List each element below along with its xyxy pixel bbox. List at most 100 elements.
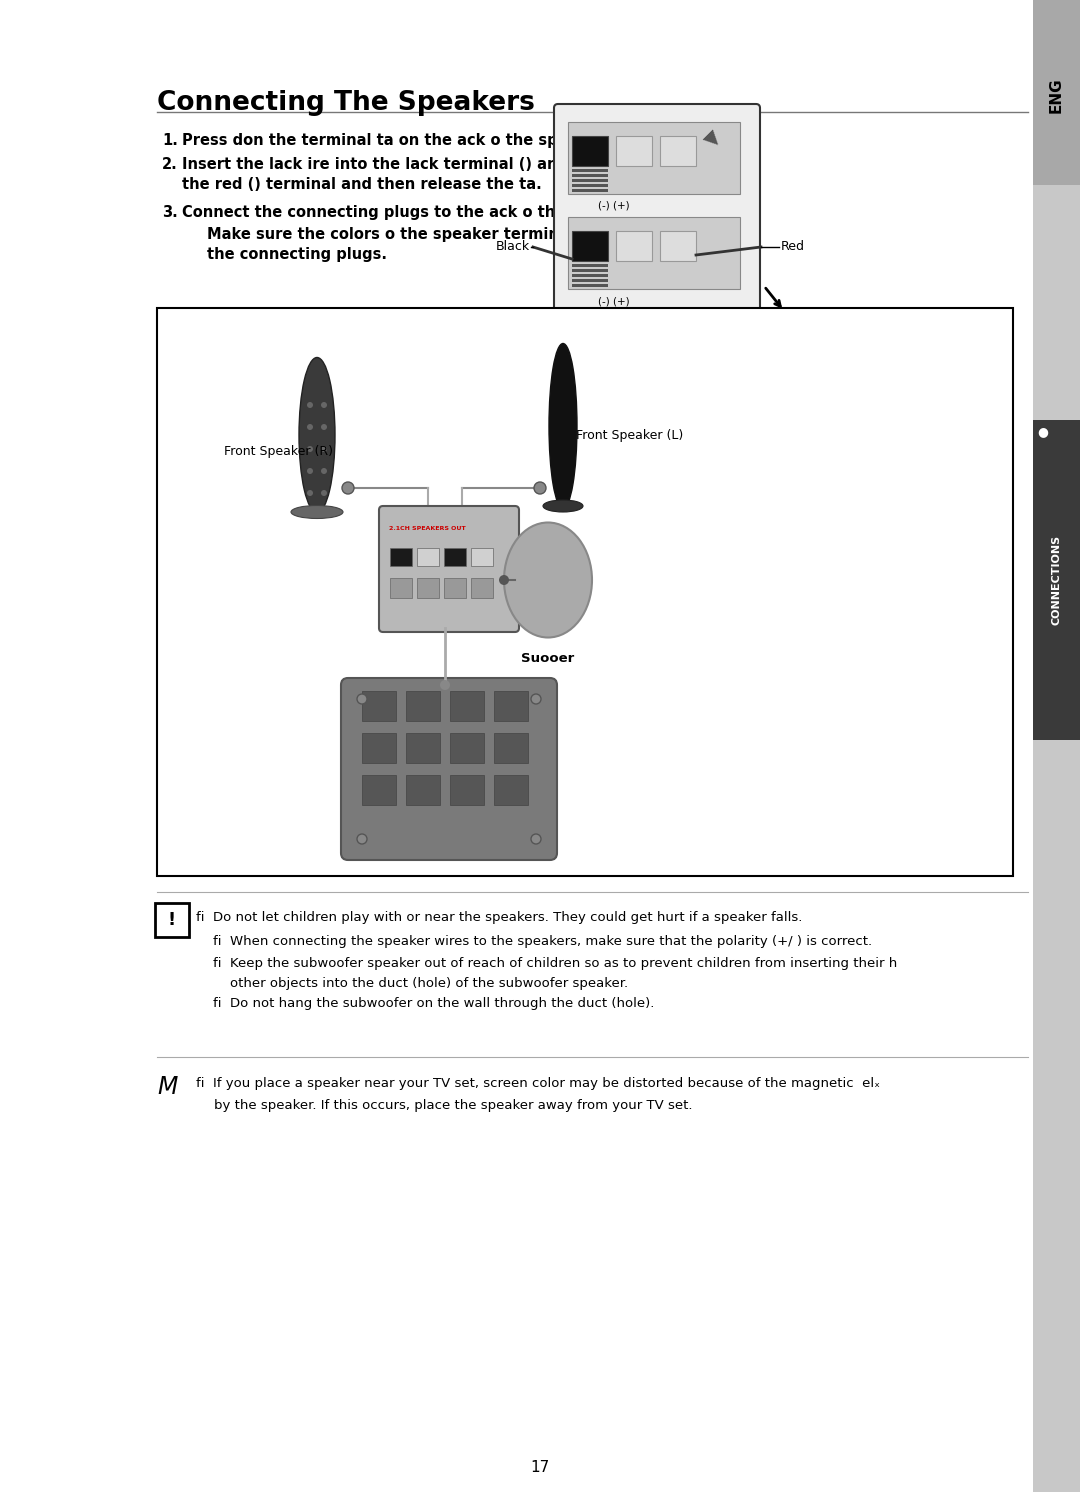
FancyBboxPatch shape <box>157 307 1013 876</box>
Bar <box>572 269 608 272</box>
Bar <box>1032 0 1080 1492</box>
Text: Suoоer: Suoоer <box>522 652 575 665</box>
Bar <box>616 231 652 261</box>
Text: Insert the lack ire into the lack terminal () and the red ire into: Insert the lack ire into the lack termin… <box>183 157 699 172</box>
Bar <box>417 548 438 565</box>
Text: fi  Keep the subwoofer speaker out of reach of children so as to prevent childre: fi Keep the subwoofer speaker out of rea… <box>213 958 897 970</box>
Text: ●: ● <box>1038 425 1049 439</box>
Bar <box>1032 0 1080 185</box>
Circle shape <box>307 489 313 495</box>
Bar <box>572 189 608 192</box>
Bar <box>568 122 740 194</box>
Bar <box>450 774 484 806</box>
Circle shape <box>499 574 509 585</box>
Text: ENG: ENG <box>1049 78 1064 113</box>
Circle shape <box>321 446 327 452</box>
Text: Black: Black <box>496 240 530 254</box>
Circle shape <box>440 680 450 689</box>
Bar <box>471 577 492 598</box>
Circle shape <box>321 401 327 407</box>
Bar <box>660 231 696 261</box>
Text: 2.1CH SPEAKERS OUT: 2.1CH SPEAKERS OUT <box>389 527 465 531</box>
Bar <box>568 216 740 289</box>
Text: fi  Do not hang the subwoofer on the wall through the duct (hole).: fi Do not hang the subwoofer on the wall… <box>213 998 654 1010</box>
Circle shape <box>307 401 313 407</box>
Circle shape <box>342 482 354 494</box>
Text: (-) (+): (-) (+) <box>598 201 630 210</box>
Bar <box>572 279 608 282</box>
Text: fi  When connecting the speaker wires to the speakers, make sure that the polari: fi When connecting the speaker wires to … <box>213 934 873 947</box>
Text: other objects into the duct (hole) of the subwoofer speaker.: other objects into the duct (hole) of th… <box>230 976 629 989</box>
Circle shape <box>321 468 327 474</box>
Ellipse shape <box>299 358 335 512</box>
Circle shape <box>531 694 541 704</box>
Bar <box>450 691 484 721</box>
Bar <box>572 283 608 286</box>
Text: 17: 17 <box>530 1461 550 1476</box>
Bar <box>572 264 608 267</box>
Bar <box>572 169 608 172</box>
Ellipse shape <box>549 343 577 509</box>
Bar <box>390 548 411 565</box>
Bar <box>616 136 652 166</box>
Circle shape <box>531 834 541 844</box>
Bar <box>450 733 484 762</box>
Circle shape <box>307 468 313 474</box>
Circle shape <box>321 424 327 430</box>
Bar <box>1032 421 1080 740</box>
FancyBboxPatch shape <box>341 677 557 859</box>
Bar <box>572 175 608 178</box>
Bar <box>660 136 696 166</box>
FancyBboxPatch shape <box>379 506 519 633</box>
Bar <box>406 733 440 762</box>
Bar <box>406 691 440 721</box>
Text: the red () terminal and then release the ta.: the red () terminal and then release the… <box>183 178 542 192</box>
Bar <box>572 275 608 278</box>
Text: ▶: ▶ <box>701 127 725 151</box>
Text: 3.: 3. <box>162 204 178 219</box>
Text: 2.: 2. <box>162 157 178 172</box>
Bar <box>390 577 411 598</box>
Bar <box>362 691 396 721</box>
Circle shape <box>307 446 313 452</box>
Bar <box>471 548 492 565</box>
Text: Connect the connecting plugs to the ack o the Home Cinema.: Connect the connecting plugs to the ack … <box>183 204 690 219</box>
FancyBboxPatch shape <box>554 104 760 330</box>
Circle shape <box>534 482 546 494</box>
Ellipse shape <box>543 500 583 512</box>
Text: M: M <box>157 1076 177 1100</box>
Bar <box>494 733 528 762</box>
Text: by the speaker. If this occurs, place the speaker away from your TV set.: by the speaker. If this occurs, place th… <box>214 1098 692 1112</box>
Bar <box>572 184 608 186</box>
Bar <box>572 231 608 261</box>
Circle shape <box>357 834 367 844</box>
Text: Make sure the colors o the speaker terminals match the colors o: Make sure the colors o the speaker termi… <box>207 227 742 242</box>
Bar <box>362 733 396 762</box>
Ellipse shape <box>504 522 592 637</box>
Text: Connecting The Speakers: Connecting The Speakers <box>157 90 535 116</box>
Text: fi  Do not let children play with or near the speakers. They could get hurt if a: fi Do not let children play with or near… <box>195 912 802 925</box>
Bar <box>444 577 465 598</box>
Ellipse shape <box>291 506 343 519</box>
Text: Front Speaker (R): Front Speaker (R) <box>224 446 333 458</box>
Text: fi  If you place a speaker near your TV set, screen color may be distorted becau: fi If you place a speaker near your TV s… <box>195 1077 880 1089</box>
Bar <box>572 136 608 166</box>
Bar <box>572 179 608 182</box>
Text: the connecting plugs.: the connecting plugs. <box>207 248 387 263</box>
Bar <box>417 577 438 598</box>
Text: !: ! <box>167 912 176 930</box>
Text: Red: Red <box>781 240 805 254</box>
Text: Front Speaker (L): Front Speaker (L) <box>576 430 684 443</box>
Circle shape <box>357 694 367 704</box>
Circle shape <box>321 489 327 495</box>
Text: CONNECTIONS: CONNECTIONS <box>1051 536 1061 625</box>
Text: Press don the terminal ta on the ack o the speaker.: Press don the terminal ta on the ack o t… <box>183 133 608 148</box>
Bar <box>406 774 440 806</box>
Bar <box>362 774 396 806</box>
FancyBboxPatch shape <box>156 903 189 937</box>
Bar <box>494 774 528 806</box>
Text: (-) (+): (-) (+) <box>598 295 630 306</box>
Bar <box>494 691 528 721</box>
Bar <box>444 548 465 565</box>
Circle shape <box>307 424 313 430</box>
